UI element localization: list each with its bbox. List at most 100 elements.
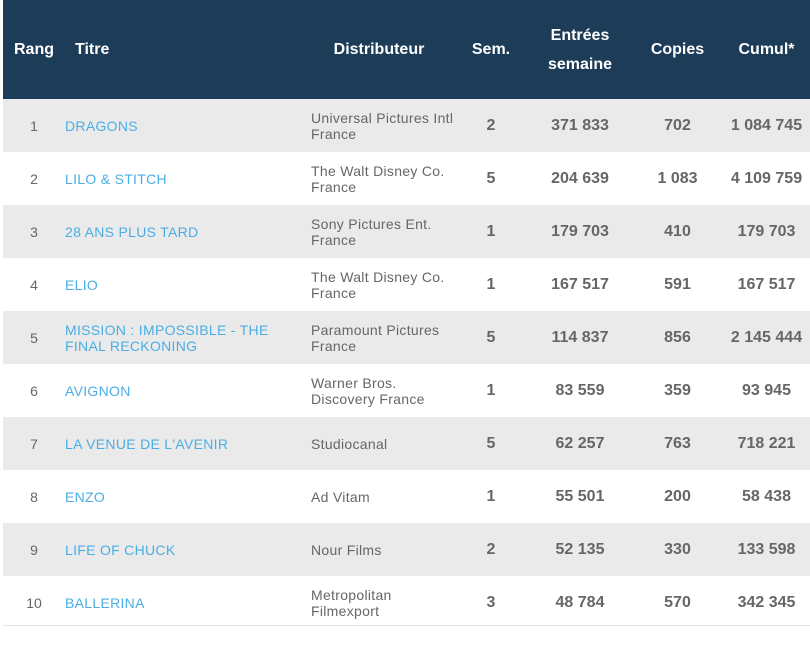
movie-title-link[interactable]: 28 ANS PLUS TARD <box>65 223 199 240</box>
cumulative-cell: 4 109 759 <box>723 152 810 205</box>
distributor-line1: Ad Vitam <box>311 488 370 505</box>
copies-cell: 410 <box>632 205 723 258</box>
title-cell: ENZO <box>65 470 304 523</box>
weekly-admissions-cell: 83 559 <box>528 364 632 417</box>
movie-title-link[interactable]: LILO & STITCH <box>65 170 167 187</box>
copies-cell: 591 <box>632 258 723 311</box>
copies-cell: 702 <box>632 99 723 152</box>
rang-cell: 6 <box>3 364 65 417</box>
weeks-cell: 1 <box>454 364 528 417</box>
cumulative-cell: 179 703 <box>723 205 810 258</box>
weekly-admissions-cell: 204 639 <box>528 152 632 205</box>
header-sem[interactable]: Sem. <box>454 0 528 99</box>
distributor-line2: Discovery France <box>311 390 425 407</box>
cumulative-cell: 342 345 <box>723 576 810 629</box>
weeks-cell: 2 <box>454 99 528 152</box>
header-titre[interactable]: Titre <box>65 0 304 99</box>
copies-cell: 570 <box>632 576 723 629</box>
copies-cell: 856 <box>632 311 723 364</box>
title-cell: AVIGNON <box>65 364 304 417</box>
distributor-cell: Metropolitan Filmexport <box>304 576 454 629</box>
table-row: 3 28 ANS PLUS TARD Sony Pictures Ent. Franc… <box>3 205 810 258</box>
movie-title-link[interactable]: BALLERINA <box>65 594 145 611</box>
distributor-line1: The Walt Disney Co. <box>311 162 445 179</box>
table-header: Rang Titre Distributeur Sem. Entrées sema… <box>3 0 810 99</box>
distributor-cell: Paramount Pictures France <box>304 311 454 364</box>
distributor-line1: The Walt Disney Co. <box>311 268 445 285</box>
weekly-admissions-cell: 48 784 <box>528 576 632 629</box>
rang-cell: 4 <box>3 258 65 311</box>
table-row: 1 DRAGONS Universal Pictures Intl France 2 37… <box>3 99 810 152</box>
table-row: 9 LIFE OF CHUCK Nour Films 2 52 135 330 133 59… <box>3 523 810 576</box>
table-row: 6 AVIGNON Warner Bros. Discovery France 1 83 … <box>3 364 810 417</box>
weekly-admissions-cell: 52 135 <box>528 523 632 576</box>
header-titre-label: Titre <box>75 40 110 58</box>
weeks-cell: 1 <box>454 205 528 258</box>
weekly-admissions-cell: 114 837 <box>528 311 632 364</box>
table-body: 1 DRAGONS Universal Pictures Intl France 2 37… <box>3 99 810 629</box>
rang-cell: 7 <box>3 417 65 470</box>
movie-title-link-line2[interactable]: FINAL RECKONING <box>65 337 198 354</box>
title-cell: LIFE OF CHUCK <box>65 523 304 576</box>
rang-cell: 5 <box>3 311 65 364</box>
cumulative-cell: 58 438 <box>723 470 810 523</box>
distributor-cell: Nour Films <box>304 523 454 576</box>
movie-title-link[interactable]: LA VENUE DE L'AVENIR <box>65 435 229 452</box>
movie-title-link[interactable]: DRAGONS <box>65 117 138 134</box>
movie-title-link[interactable]: AVIGNON <box>65 382 131 399</box>
cumulative-cell: 718 221 <box>723 417 810 470</box>
distributor-cell: Sony Pictures Ent. France <box>304 205 454 258</box>
distributor-cell: Ad Vitam <box>304 470 454 523</box>
distributor-line2: France <box>311 178 357 195</box>
header-copies[interactable]: Copies <box>632 0 723 99</box>
weeks-cell: 3 <box>454 576 528 629</box>
weekly-admissions-cell: 62 257 <box>528 417 632 470</box>
header-entrees-line2: semaine <box>547 55 613 73</box>
header-cumul[interactable]: Cumul* <box>723 0 810 99</box>
distributor-cell: Studiocanal <box>304 417 454 470</box>
copies-cell: 1 083 <box>632 152 723 205</box>
weekly-admissions-cell: 371 833 <box>528 99 632 152</box>
header-distributeur[interactable]: Distributeur <box>304 0 454 99</box>
title-cell: LA VENUE DE L'AVENIR <box>65 417 304 470</box>
header-entrees-label: Entrées semaine <box>548 21 612 79</box>
title-cell: ELIO <box>65 258 304 311</box>
table-row: 10 BALLERINA Metropolitan Filmexport 3 48 784… <box>3 576 810 629</box>
rang-cell: 8 <box>3 470 65 523</box>
title-cell: DRAGONS <box>65 99 304 152</box>
weeks-cell: 1 <box>454 258 528 311</box>
weeks-cell: 5 <box>454 311 528 364</box>
movie-title-link[interactable]: ELIO <box>65 276 99 293</box>
rang-cell: 2 <box>3 152 65 205</box>
table-row: 5 MISSION : IMPOSSIBLE - THE FINAL RECKONI… <box>3 311 810 364</box>
distributor-line1: Nour Films <box>311 541 382 558</box>
title-cell: MISSION : IMPOSSIBLE - THE FINAL RECKONIN… <box>65 311 304 364</box>
title-cell: 28 ANS PLUS TARD <box>65 205 304 258</box>
cumulative-cell: 2 145 444 <box>723 311 810 364</box>
copies-cell: 200 <box>632 470 723 523</box>
title-cell: BALLERINA <box>65 576 304 629</box>
movie-title-link[interactable]: ENZO <box>65 488 106 505</box>
distributor-cell: The Walt Disney Co. France <box>304 152 454 205</box>
table-row: 7 LA VENUE DE L'AVENIR Studiocanal 5 62 257 7… <box>3 417 810 470</box>
movie-title-link[interactable]: LIFE OF CHUCK <box>65 541 176 558</box>
weeks-cell: 5 <box>454 152 528 205</box>
distributor-line1: Paramount Pictures <box>311 321 440 338</box>
distributor-line2: Filmexport <box>311 602 380 619</box>
copies-cell: 330 <box>632 523 723 576</box>
cumulative-cell: 1 084 745 <box>723 99 810 152</box>
copies-cell: 763 <box>632 417 723 470</box>
distributor-cell: The Walt Disney Co. France <box>304 258 454 311</box>
cumulative-cell: 167 517 <box>723 258 810 311</box>
distributor-cell: Universal Pictures Intl France <box>304 99 454 152</box>
distributor-line2: France <box>311 125 357 142</box>
header-entrees[interactable]: Entrées semaine <box>528 0 632 99</box>
copies-cell: 359 <box>632 364 723 417</box>
cumulative-cell: 93 945 <box>723 364 810 417</box>
header-rang[interactable]: Rang <box>3 0 65 99</box>
rang-cell: 10 <box>3 576 65 629</box>
table-row: 2 LILO & STITCH The Walt Disney Co. France 5… <box>3 152 810 205</box>
weeks-cell: 5 <box>454 417 528 470</box>
movie-title-link[interactable]: MISSION : IMPOSSIBLE - THE <box>65 321 269 338</box>
